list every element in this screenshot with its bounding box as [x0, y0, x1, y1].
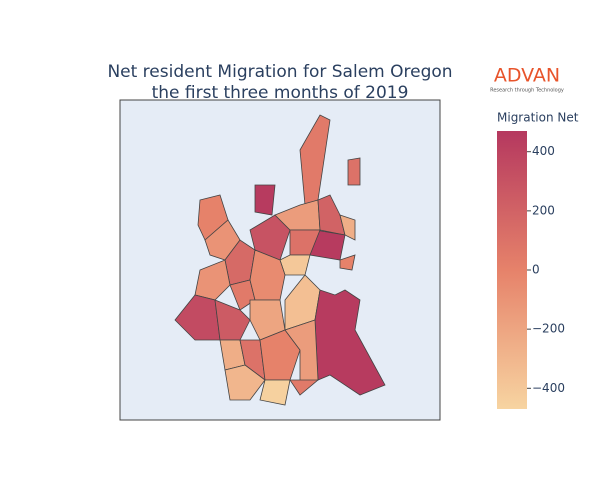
region [224, 364, 266, 401]
logo-tagline: Research through Technology [490, 88, 564, 94]
colorbar-tick-label: −200 [532, 322, 565, 336]
colorbar-tick-label: 0 [532, 263, 540, 277]
colorbar-tick-label: 400 [532, 144, 555, 158]
region [299, 114, 331, 206]
logo: ADVAN [494, 65, 560, 87]
region [289, 379, 320, 396]
region [194, 259, 231, 301]
chart-title: the first three months of 2019 [152, 83, 409, 103]
regions [174, 114, 386, 406]
region [254, 184, 276, 216]
colorbar-tick-label: 200 [532, 203, 555, 217]
region [347, 157, 361, 186]
chart-title: Net resident Migration for Salem Oregon [107, 62, 452, 82]
region [339, 214, 356, 241]
colorbar-tick-label: −400 [532, 381, 565, 395]
region [279, 254, 311, 276]
region [214, 299, 251, 341]
region [314, 289, 386, 396]
region [259, 329, 301, 381]
region [259, 379, 291, 406]
region [339, 254, 356, 271]
region [249, 214, 291, 261]
colorbar-title: Migration Net [497, 111, 579, 125]
colorbar [497, 131, 527, 409]
